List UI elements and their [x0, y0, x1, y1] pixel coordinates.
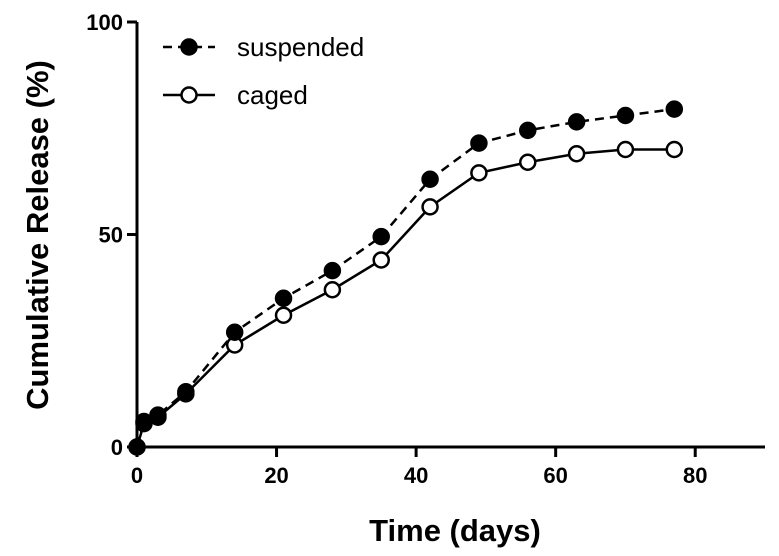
y-tick-label: 50 [99, 223, 123, 248]
data-point-suspended [665, 100, 684, 118]
x-tick-label: 60 [543, 463, 567, 488]
data-point-caged [519, 153, 537, 171]
x-tick-label: 20 [264, 463, 288, 488]
data-point-suspended [470, 134, 488, 152]
axes [135, 22, 765, 449]
data-point-suspended [421, 170, 439, 188]
x-axis-title: Time (days) [369, 513, 541, 548]
series-caged [128, 140, 684, 456]
y-tick-label: 100 [86, 10, 123, 35]
legend-label-suspended: suspended [237, 32, 364, 62]
y-axis-title: Cumulative Release (%) [20, 60, 55, 410]
legend-marker-caged [180, 86, 198, 104]
x-tick-label: 80 [683, 463, 707, 488]
data-point-caged [567, 145, 586, 163]
data-point-suspended [225, 323, 244, 341]
data-point-caged [274, 306, 293, 324]
data-point-suspended [135, 412, 153, 431]
series-line-suspended [135, 107, 675, 448]
data-point-suspended [519, 121, 537, 140]
data-point-suspended [567, 113, 586, 131]
data-point-suspended [149, 406, 167, 424]
legend-marker-suspended [180, 38, 198, 56]
data-point-suspended [616, 106, 635, 125]
data-point-caged [421, 198, 439, 216]
y-axis-ticks: 0 50 100 [86, 10, 137, 460]
data-point-suspended [177, 383, 195, 401]
data-point-suspended [128, 438, 146, 456]
data-point-suspended [372, 227, 390, 246]
data-point-suspended [323, 261, 342, 280]
x-axis-ticks: 0 20 40 60 80 [131, 447, 707, 488]
legend-entry-caged: caged [163, 80, 308, 110]
legend-label-caged: caged [237, 80, 308, 110]
x-tick-label: 40 [404, 463, 428, 488]
legend: suspended caged [163, 32, 364, 110]
data-point-caged [372, 251, 390, 269]
y-tick-label: 0 [111, 435, 123, 460]
series-line-caged [135, 148, 675, 448]
x-tick-label: 0 [131, 463, 143, 488]
data-point-suspended [274, 289, 293, 307]
data-point-caged [470, 164, 488, 182]
data-point-caged [616, 140, 635, 159]
series-layer [128, 100, 684, 456]
series-suspended [128, 100, 684, 456]
data-point-caged [665, 140, 684, 159]
legend-entry-suspended: suspended [163, 32, 364, 62]
data-point-caged [323, 281, 342, 299]
